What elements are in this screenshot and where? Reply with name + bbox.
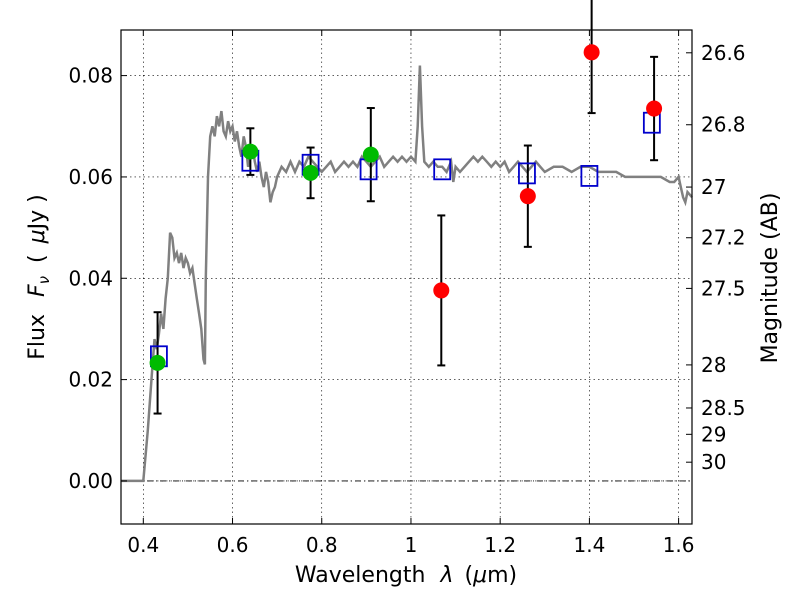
plot-background	[121, 30, 692, 524]
y-axis-title-text: Flux	[25, 314, 50, 360]
y-tick-label: 0.04	[68, 266, 113, 290]
detection-point-red	[646, 100, 663, 117]
detection-point-green	[302, 164, 319, 181]
x-tick-label: 0.6	[217, 533, 249, 557]
y2-axis-title: Magnitude (AB)	[758, 193, 783, 364]
detection-point-red	[583, 44, 600, 61]
x-tick-label: 0.4	[127, 533, 159, 557]
x-tick-label: 0.8	[306, 533, 338, 557]
x-tick-label: 1.2	[484, 533, 516, 557]
detection-point-green	[149, 354, 166, 371]
y-axis-title: Flux Fν ( μJy )	[25, 194, 55, 359]
spectrum-line	[121, 65, 693, 483]
y-tick-label: 0.02	[68, 368, 113, 392]
y2-tick-label: 30	[701, 450, 726, 474]
detection-point-red	[519, 188, 536, 205]
y2-tick-label: 29	[701, 422, 726, 446]
detection-point-green	[362, 146, 379, 163]
y2-tick-label: 27	[701, 175, 726, 199]
x-axis-title-unit-open: (	[464, 563, 473, 588]
y2-tick-label: 26.6	[701, 41, 746, 65]
y2-tick-label: 28	[701, 353, 726, 377]
x-axis-title-text: Wavelength	[295, 563, 426, 588]
plot-frame	[120, 29, 693, 525]
x-tick-label: 1.4	[573, 533, 605, 557]
x-axis-title: Wavelength λ (μm)	[295, 563, 517, 588]
model-square	[433, 158, 452, 181]
x-axis-title-symbol: λ	[439, 563, 453, 588]
detection-point-red	[433, 282, 450, 299]
y2-tick-label: 26.8	[701, 113, 746, 137]
y2-tick-label: 28.5	[701, 396, 746, 420]
y2-tick-label: 27.5	[701, 276, 746, 300]
model-square	[580, 165, 599, 187]
y-axis-title-unit-mu: μ	[25, 229, 50, 244]
axis-ticks	[121, 30, 692, 524]
observed-detections	[149, 44, 663, 371]
model-square	[518, 162, 536, 185]
y-axis-title-unit-rest: Jy )	[25, 194, 50, 231]
detection-point-green	[242, 143, 259, 160]
y-axis-title-unit-open: (	[25, 254, 50, 263]
y-tick-label: 0.08	[68, 64, 113, 88]
x-axis-title-unit-mu: μ	[472, 563, 487, 588]
x-axis-title-unit-rest: m)	[487, 563, 517, 588]
y-axis-title-subscript: ν	[35, 276, 53, 284]
y-axis-title-symbol: F	[25, 284, 50, 297]
y-tick-label: 0.06	[68, 165, 113, 189]
x-tick-label: 1.6	[663, 533, 695, 557]
y2-tick-label: 27.2	[701, 226, 746, 250]
y-tick-label: 0.00	[68, 469, 113, 493]
x-tick-label: 1	[405, 533, 418, 557]
